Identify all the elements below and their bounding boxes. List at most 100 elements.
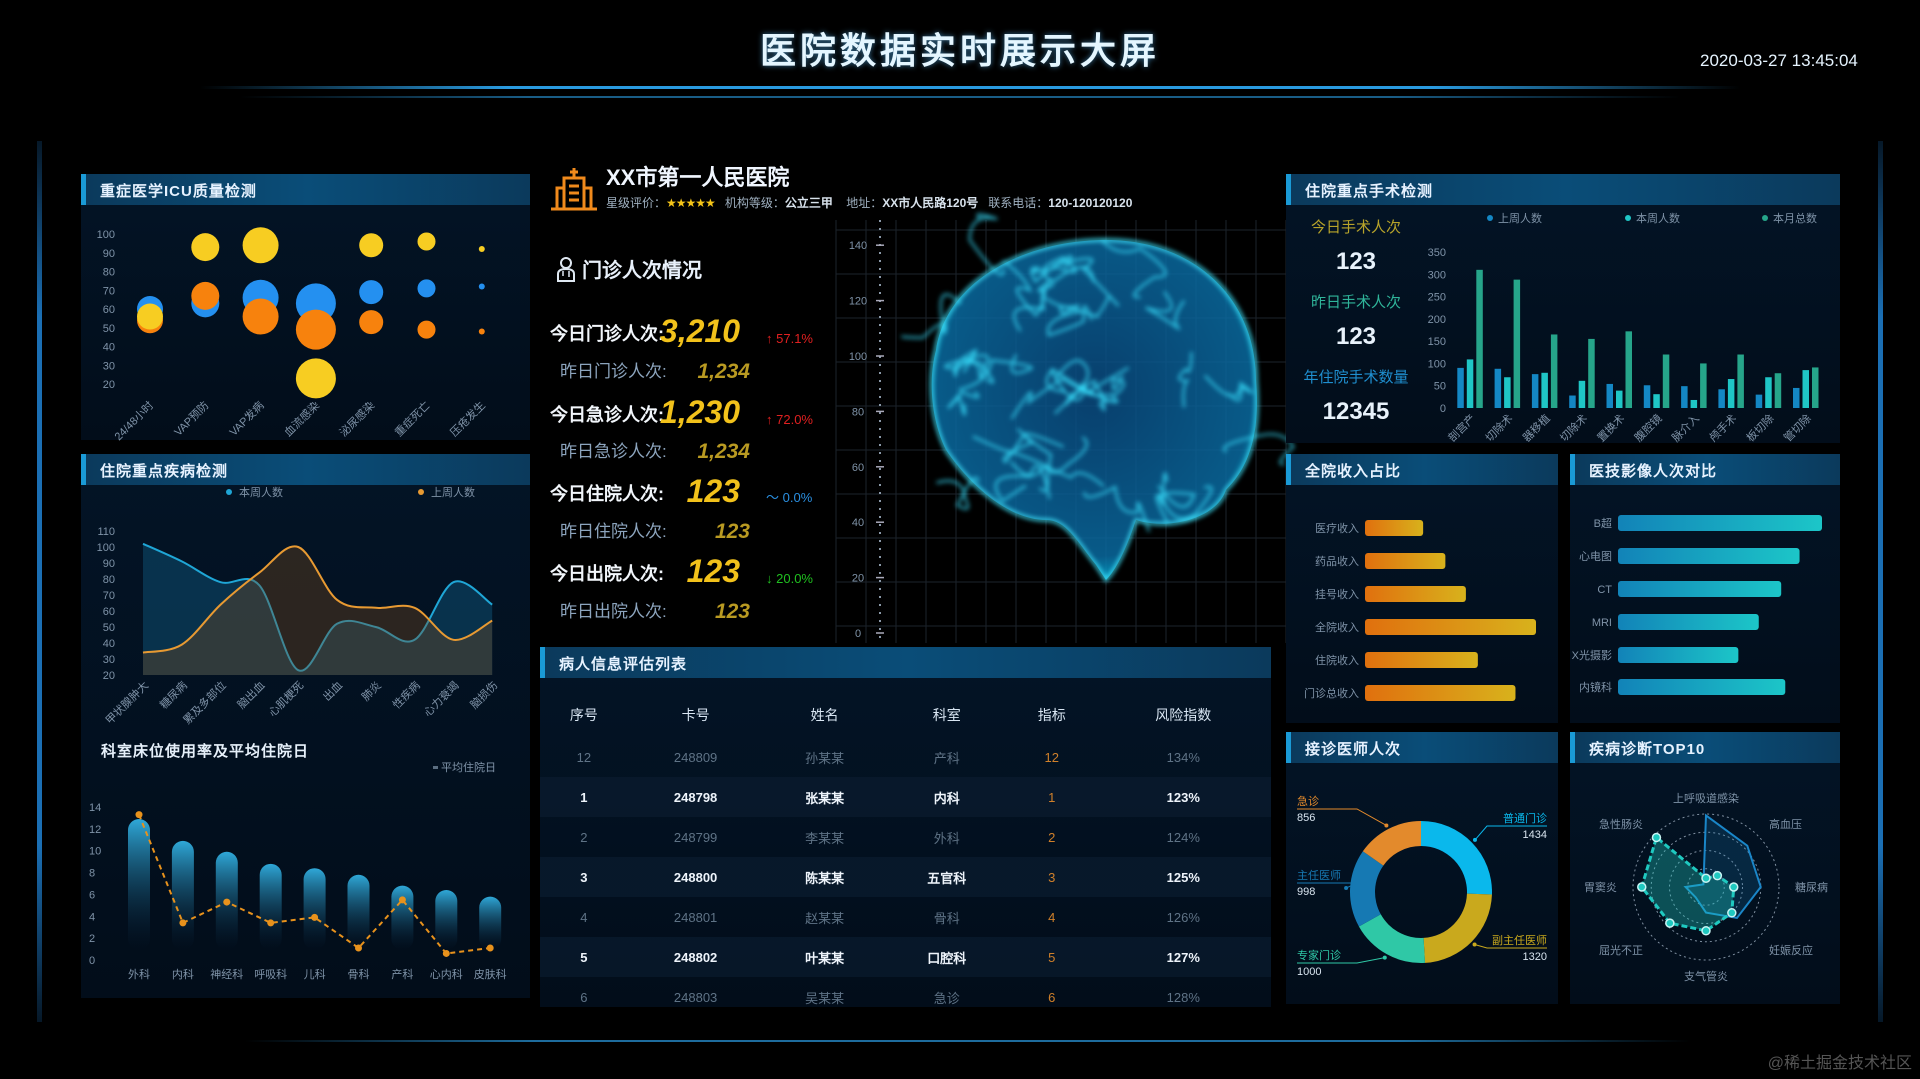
level-value: 公立三甲 (784, 196, 833, 210)
x-category-label: VAP发病 (226, 398, 266, 438)
bar (1365, 685, 1516, 701)
bar (1541, 372, 1548, 408)
bar (479, 896, 502, 950)
bar (1737, 354, 1744, 408)
slice-label: 普通门诊 (1503, 811, 1547, 825)
column-header[interactable]: 卡号 (681, 707, 710, 723)
icu-bubble-chart: 20 30 40 50 60 70 80 90 100 24/48小时 VAP预防 VAP发病 血流感染… (97, 227, 488, 443)
column-header[interactable]: 科室 (932, 707, 961, 723)
y-tick-label: 0 (855, 628, 861, 640)
bar (1578, 380, 1586, 408)
bar (259, 863, 282, 950)
leader-dot (1344, 886, 1349, 891)
brain-fold (944, 349, 978, 373)
x-category-label: 器移植 (1519, 411, 1552, 444)
table-cell: 内科 (933, 790, 960, 806)
watermark: @稀土掘金技术社区 (1767, 1055, 1912, 1072)
table-row[interactable]: 4 248801 赵某某 骨科 4 126% (540, 897, 1271, 937)
bar-label: 门诊总收入 (1304, 686, 1359, 700)
table-row[interactable]: 12 248809 孙某某 产科 12 134% (540, 737, 1271, 777)
panel-header: 接诊医师人次 (1286, 732, 1558, 763)
hospital-info: 星级评价：★★★★★ 机构等级：公立三甲 地址：XX市人民路120号 联系电话：… (606, 194, 1132, 211)
yesterday-value: 1,234 (697, 440, 750, 463)
slice-label: 主任医师 (1297, 869, 1341, 882)
trend-up-icon: ↑ (766, 331, 777, 346)
y-tick-label: 80 (103, 267, 115, 279)
table-cell: 12 (576, 749, 592, 765)
y-tick-label: 8 (89, 868, 95, 880)
x-category-label: 神经科 (210, 967, 243, 981)
legend-marker (418, 489, 424, 495)
y-tick-label: 40 (103, 638, 115, 650)
brain-shape (931, 240, 1257, 580)
y-tick-label: 100 (849, 351, 867, 363)
y-tick-label: 4 (89, 911, 95, 923)
table-row[interactable]: 5 248802 叶某某 口腔科 5 127% (540, 937, 1271, 977)
column-header[interactable]: 序号 (569, 707, 598, 723)
bubble (359, 280, 384, 305)
bubble (359, 310, 384, 335)
yesterday-value: 1,234 (697, 360, 750, 383)
bar (1365, 652, 1478, 668)
bar (1727, 379, 1735, 408)
table-row[interactable]: 3 248800 陈某某 五官科 3 125% (540, 857, 1271, 897)
table-row[interactable]: 2 248799 李某某 外科 2 124% (540, 817, 1271, 857)
legend-marker (1625, 215, 1631, 221)
yesterday-stat-row: 昨日出院人次: 123 (560, 596, 750, 626)
legend-label: 本月总数 (1773, 211, 1817, 225)
legend-marker (1762, 215, 1768, 221)
radar-indicator-label: 急性肠炎 (1599, 817, 1643, 831)
legend-label: 本周人数 (1636, 211, 1680, 225)
table-row[interactable]: 6 248803 吴某某 急诊 6 128% (540, 977, 1271, 1017)
bar-label: 全院收入 (1315, 620, 1359, 634)
table-cell: 248799 (673, 829, 718, 845)
x-category-label: 重症死亡 (392, 398, 433, 439)
column-header[interactable]: 风险指数 (1155, 707, 1212, 723)
table-cell: 134% (1166, 749, 1200, 765)
bar (1765, 377, 1772, 408)
table-row[interactable]: 1 248798 张某某 内科 1 123% (540, 777, 1271, 817)
slice-value: 998 (1297, 886, 1315, 898)
bar (1494, 368, 1502, 408)
y-tick-label: 40 (852, 517, 864, 529)
bar (1681, 386, 1688, 408)
column-header[interactable]: 姓名 (810, 707, 839, 723)
brain-folds (901, 213, 1295, 583)
x-category-label: 产科 (391, 967, 413, 981)
y-tick-label: 120 (849, 296, 867, 308)
bar (347, 874, 370, 950)
table-cell: 3 (580, 869, 588, 885)
bubble (417, 320, 436, 339)
yesterday-surgery-value: 123 (1335, 323, 1377, 350)
table-cell: 2 (580, 829, 588, 845)
address-label: 地址： (846, 196, 883, 210)
bar (1476, 269, 1483, 408)
brain-outline (930, 238, 1259, 583)
address-value: XX市人民路120号 (882, 196, 979, 210)
radar-point (1701, 873, 1711, 883)
bar (391, 885, 414, 950)
bar-label: X光摄影 (1572, 648, 1612, 662)
today-stat-row: 今日急诊人次: 1,230 ↑ 72.0% (550, 393, 830, 433)
column-header[interactable]: 指标 (1037, 707, 1066, 723)
stat-label: 今日出院人次: (550, 564, 664, 584)
radar-indicator-label: 胃窦炎 (1584, 881, 1617, 894)
bar (1793, 387, 1800, 408)
bubble (295, 358, 336, 399)
table-cell: 3 (1048, 869, 1056, 885)
brain-fold (968, 213, 1005, 276)
brain-fold (958, 353, 1033, 391)
table-cell: 张某某 (805, 790, 845, 806)
y-tick-label: 30 (103, 654, 115, 666)
legend-label: 平均住院日 (441, 760, 496, 774)
y-tick-label: 50 (1434, 381, 1446, 393)
x-category-label: 切除术 (1557, 411, 1590, 444)
brain-fold (1145, 290, 1186, 331)
bar (1466, 359, 1474, 408)
doctor-icon (557, 257, 575, 282)
bar-label: 心电图 (1579, 550, 1612, 563)
slice-value: 856 (1297, 812, 1315, 824)
leader-dot (1472, 837, 1477, 842)
legend-label: 上周人数 (431, 486, 475, 499)
